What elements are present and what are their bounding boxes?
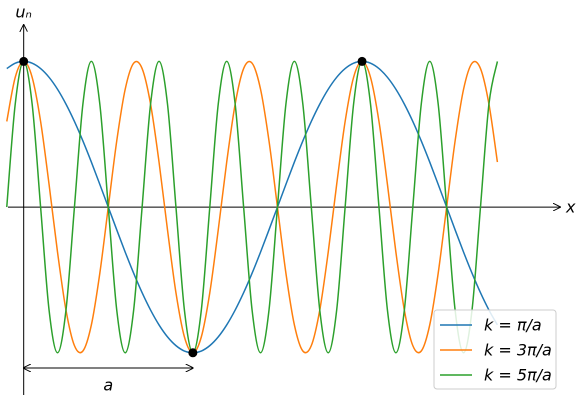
y-axis-label: uₙ — [15, 3, 32, 22]
point — [19, 56, 29, 66]
legend-label: k = 3π/a — [484, 341, 552, 360]
point — [188, 348, 198, 358]
legend-box — [433, 309, 557, 390]
line-series — [6, 60, 499, 354]
annotation-label: a — [103, 376, 113, 395]
legend-label: k = π/a — [484, 316, 542, 335]
overlay: a k = π/a k = 3π/a k = 5π/a — [19, 56, 557, 395]
x-axis-label: x — [565, 198, 576, 217]
line-series — [6, 60, 499, 354]
line-series — [6, 60, 499, 354]
curves: x uₙ — [6, 3, 576, 395]
legend-label: k = 5π/a — [484, 366, 552, 385]
point — [357, 56, 367, 66]
legend: k = π/a k = 3π/a k = 5π/a — [433, 309, 557, 390]
